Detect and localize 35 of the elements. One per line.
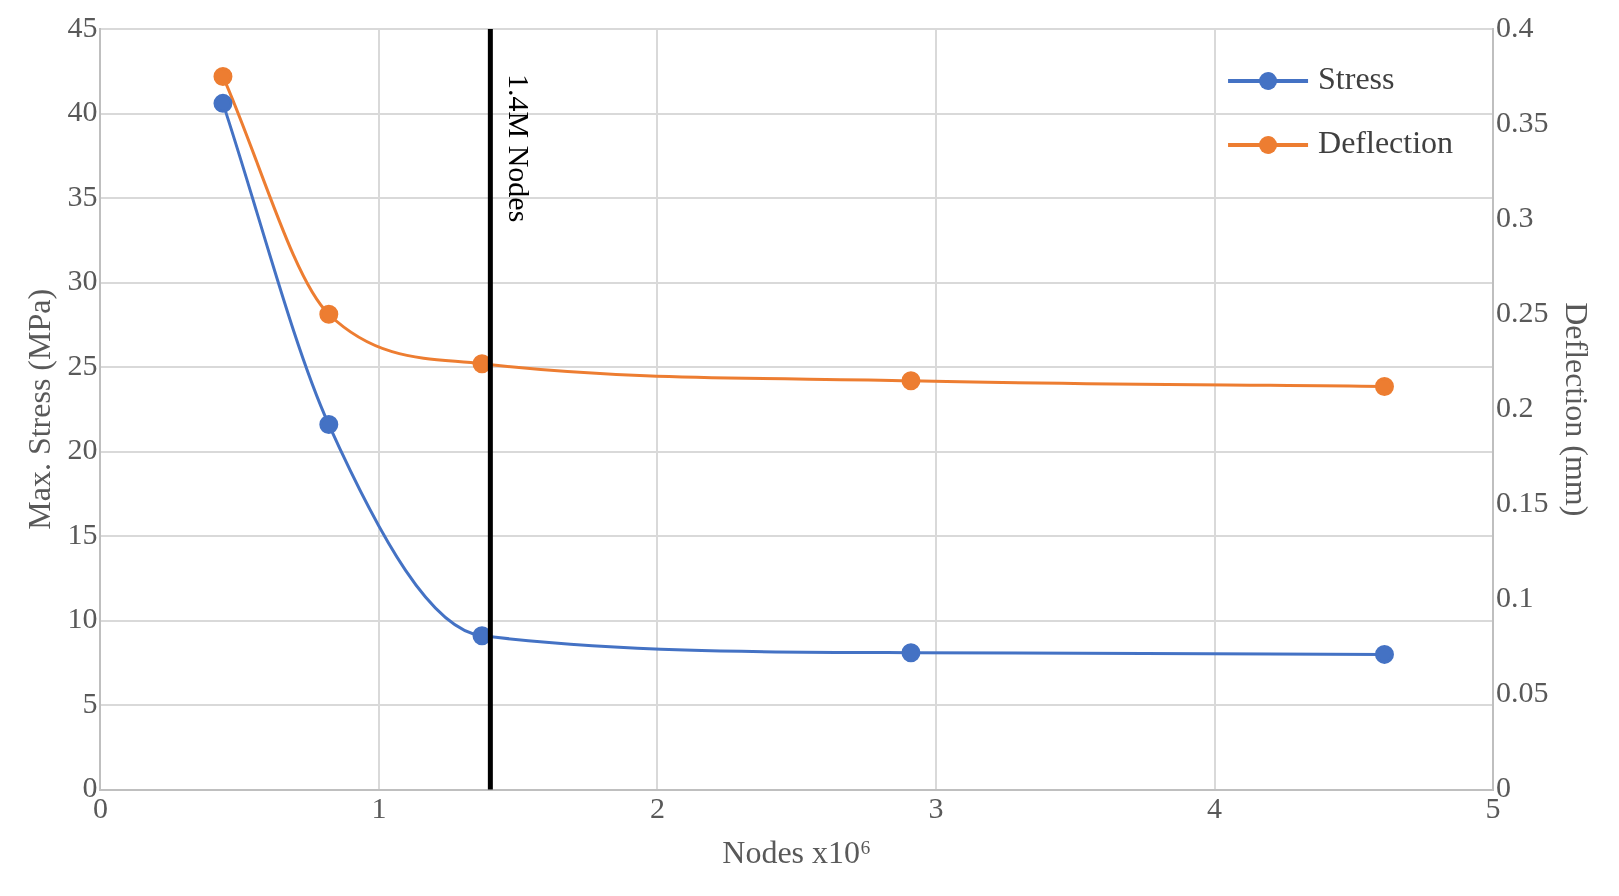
y2-tick-label: 0.1 (1496, 580, 1534, 614)
y-tick-label: 30 (67, 263, 98, 297)
y-tick-label: 35 (67, 178, 98, 212)
x-tick-label: 2 (649, 791, 665, 825)
point (319, 415, 339, 435)
x-tick-label: 1 (371, 791, 387, 825)
y-tick-label: 40 (67, 94, 98, 128)
y2-tick-label: 0.05 (1496, 675, 1549, 709)
point (901, 643, 921, 663)
y-tick-label: 25 (67, 347, 98, 381)
ref-line-label: 1.4M Nodes (503, 74, 537, 223)
y2-tick-label: 0.15 (1496, 485, 1549, 519)
y-tick-label: 15 (67, 516, 98, 550)
y2-tick-label: 0.25 (1496, 295, 1549, 329)
y2-tick-label: 0.3 (1496, 200, 1534, 234)
point (213, 67, 233, 87)
x-axis-title: Nodes x10⁶ (722, 834, 872, 871)
y2-axis-title: Deflection (mm) (1559, 302, 1596, 517)
legend-label: Stress (1318, 60, 1395, 97)
point (319, 304, 339, 324)
y-tick-label: 45 (67, 9, 98, 43)
y-tick-label: 20 (67, 432, 98, 466)
legend-label: Deflection (1318, 124, 1454, 161)
point (1374, 644, 1394, 664)
y-tick-label: 10 (67, 601, 98, 635)
y2-tick-label: 0.35 (1496, 104, 1549, 138)
y2-tick-label: 0.2 (1496, 390, 1534, 424)
x-tick-label: 4 (1207, 791, 1223, 825)
point (901, 371, 921, 391)
y2-tick-label: 0.4 (1496, 9, 1534, 43)
point (1374, 376, 1394, 396)
x-tick-label: 3 (928, 791, 944, 825)
y-tick-label: 5 (82, 685, 98, 719)
y-axis-title: Max. Stress (MPa) (20, 288, 57, 530)
point (213, 93, 233, 113)
